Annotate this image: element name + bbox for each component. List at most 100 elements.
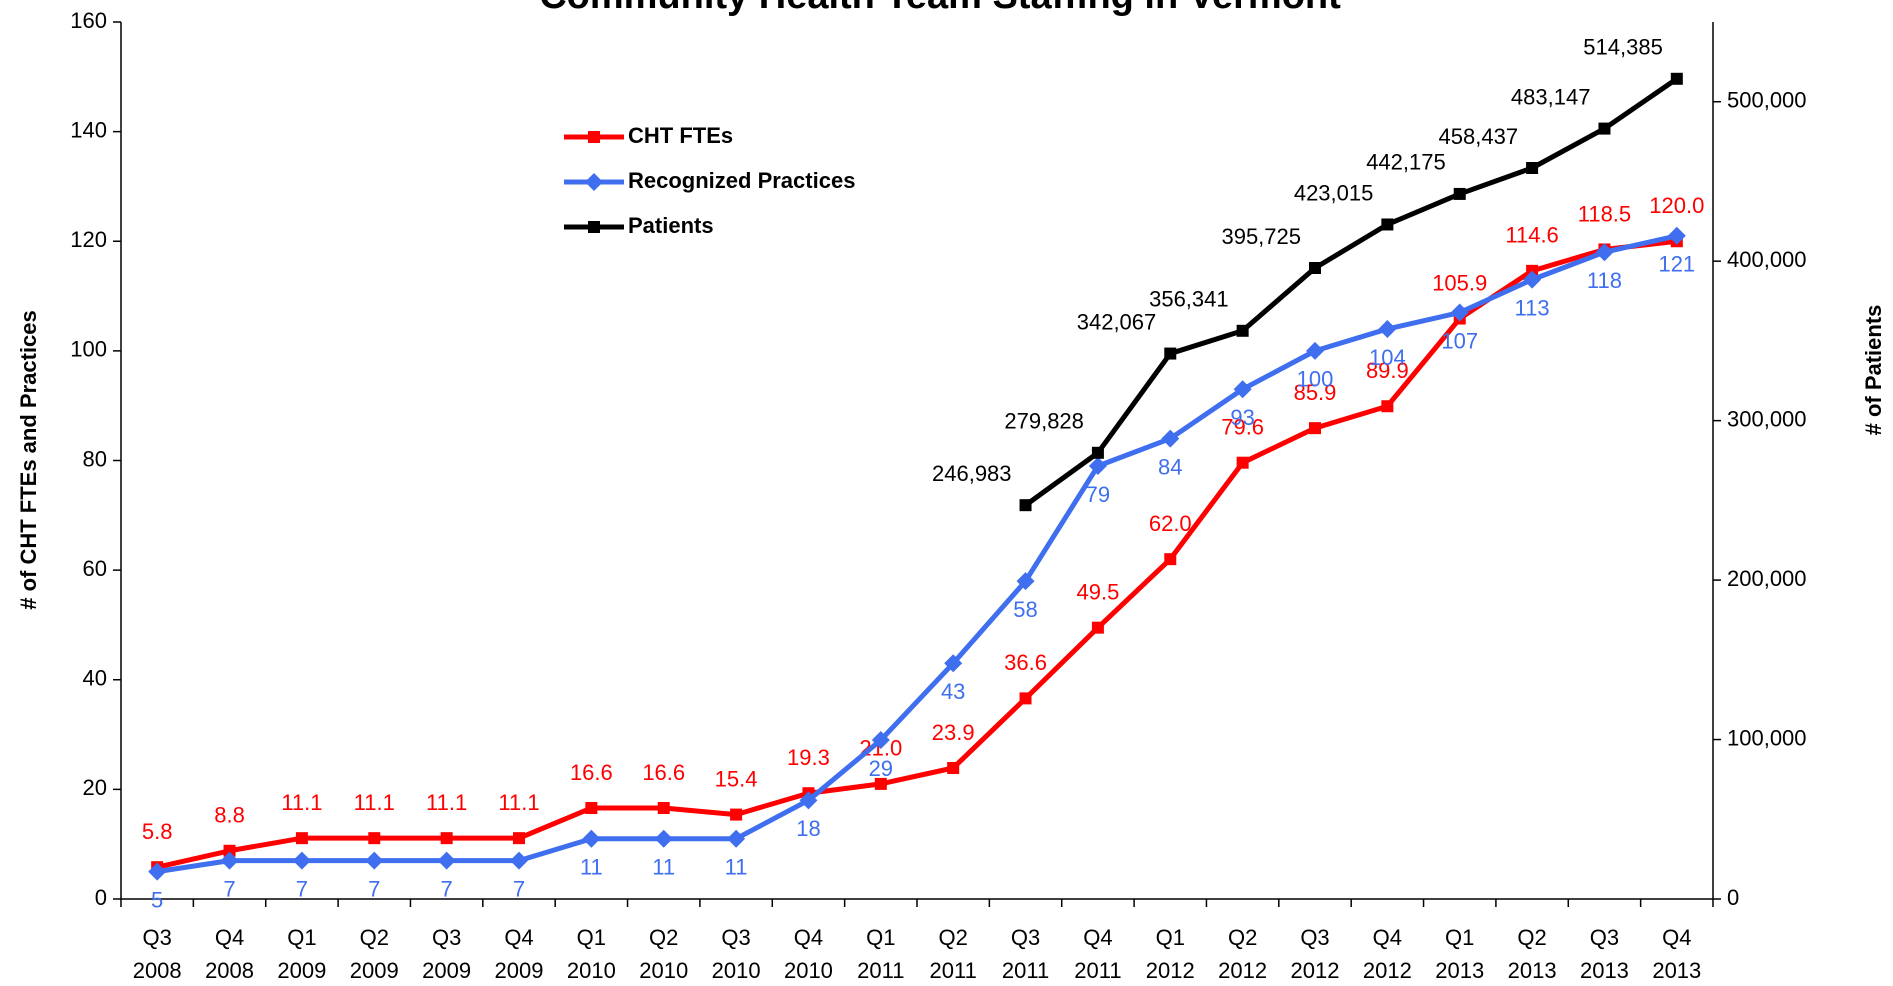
data-label: 356,341 <box>1149 287 1229 312</box>
data-point <box>727 829 746 848</box>
data-label: 62.0 <box>1149 511 1192 536</box>
data-point <box>1236 456 1249 469</box>
legend-label: CHT FTEs <box>628 123 733 148</box>
data-point <box>730 808 743 821</box>
data-label: 19.3 <box>787 745 830 770</box>
series-line <box>156 233 1678 875</box>
data-point <box>1164 553 1177 566</box>
x-tick-label: Q1 <box>287 925 316 950</box>
x-tick-label: 2010 <box>784 958 833 983</box>
data-label: 84 <box>1158 454 1182 479</box>
x-tick-label: Q4 <box>1083 925 1112 950</box>
x-tick-label: 2013 <box>1435 958 1484 983</box>
data-point <box>510 851 528 870</box>
data-point <box>1306 341 1324 360</box>
data-point <box>1019 692 1032 705</box>
y2-tick-label: 200,000 <box>1727 566 1807 591</box>
y2-tick-label: 100,000 <box>1727 725 1807 750</box>
data-point <box>582 829 601 848</box>
x-tick-label: 2009 <box>350 958 399 983</box>
data-point <box>1019 499 1032 512</box>
data-label: 11 <box>580 855 603 880</box>
data-label: 79 <box>1086 482 1110 507</box>
data-label: 7 <box>296 876 308 901</box>
x-tick-label: 2013 <box>1580 958 1629 983</box>
data-label: 18 <box>796 816 820 841</box>
data-point <box>799 791 818 810</box>
y-tick-label: 40 <box>83 666 107 691</box>
y-tick-label: 140 <box>70 117 107 142</box>
x-tick-label: Q3 <box>721 925 750 950</box>
data-label: 395,725 <box>1221 224 1301 249</box>
x-tick-label: Q3 <box>143 925 172 950</box>
data-label: 15.4 <box>715 766 758 791</box>
x-tick-label: Q4 <box>1662 925 1691 950</box>
data-label: 16.6 <box>570 760 613 785</box>
data-label: 23.9 <box>932 720 975 745</box>
data-point <box>1523 270 1542 289</box>
data-point <box>368 832 381 845</box>
x-tick-label: Q1 <box>866 925 895 950</box>
data-point <box>657 802 670 815</box>
legend-marker <box>585 173 603 191</box>
data-point <box>223 844 236 857</box>
series-line <box>156 238 1678 870</box>
data-label: 120.0 <box>1649 193 1704 218</box>
data-label: 11.1 <box>354 790 395 815</box>
data-point <box>1088 456 1107 475</box>
x-tick-label: 2012 <box>1291 958 1340 983</box>
y-tick-label: 20 <box>83 775 107 800</box>
data-label: 342,067 <box>1077 309 1157 334</box>
y2-tick-label: 300,000 <box>1727 406 1807 431</box>
data-label: 79.6 <box>1221 415 1264 440</box>
y-tick-label: 100 <box>70 337 107 362</box>
y-tick-label: 160 <box>70 8 107 33</box>
y-tick-label: 60 <box>83 556 107 581</box>
data-label: 11.1 <box>426 790 467 815</box>
data-label: 121 <box>1658 252 1695 277</box>
data-label: 43 <box>941 679 965 704</box>
data-label: 246,983 <box>932 461 1012 486</box>
data-label: 58 <box>1013 597 1037 622</box>
data-point <box>292 851 311 870</box>
x-tick-label: 2009 <box>422 958 471 983</box>
y2-tick-label: 400,000 <box>1727 247 1807 272</box>
legend-marker <box>588 221 600 233</box>
x-tick-label: Q4 <box>215 925 244 950</box>
data-point <box>148 862 167 881</box>
data-point <box>1595 243 1614 262</box>
data-point <box>1450 303 1469 322</box>
legend-label: Patients <box>628 213 714 238</box>
data-point <box>1164 347 1177 360</box>
data-point <box>1091 621 1104 634</box>
data-point <box>437 851 456 870</box>
legend-marker <box>588 131 600 143</box>
x-tick-label: Q3 <box>1590 925 1619 950</box>
data-label: 11.1 <box>498 790 539 815</box>
data-point <box>365 851 384 870</box>
data-point <box>1453 187 1466 200</box>
data-point <box>513 832 525 845</box>
data-point <box>1381 400 1394 413</box>
y-axis-label: # of CHT FTEs and Practices <box>16 310 41 610</box>
data-label: 11 <box>652 855 675 880</box>
data-point <box>220 851 239 870</box>
data-label: 11 <box>725 855 748 880</box>
chart-title: Community Health Team Staffing in Vermon… <box>539 0 1341 17</box>
x-tick-label: 2009 <box>277 958 326 983</box>
x-tick-label: 2010 <box>639 958 688 983</box>
x-tick-label: 2013 <box>1652 958 1701 983</box>
data-point <box>585 802 598 815</box>
data-point <box>871 731 890 750</box>
data-label: 118 <box>1587 268 1622 293</box>
y2-axis-label: # of Patients <box>1861 305 1886 436</box>
data-point <box>1667 226 1686 245</box>
data-label: 279,828 <box>1004 409 1084 434</box>
data-label: 442,175 <box>1366 150 1446 175</box>
data-point <box>654 829 673 848</box>
y-tick-label: 80 <box>83 446 107 471</box>
data-label: 458,437 <box>1439 124 1519 149</box>
data-point <box>874 777 887 790</box>
data-label: 93 <box>1230 405 1254 430</box>
